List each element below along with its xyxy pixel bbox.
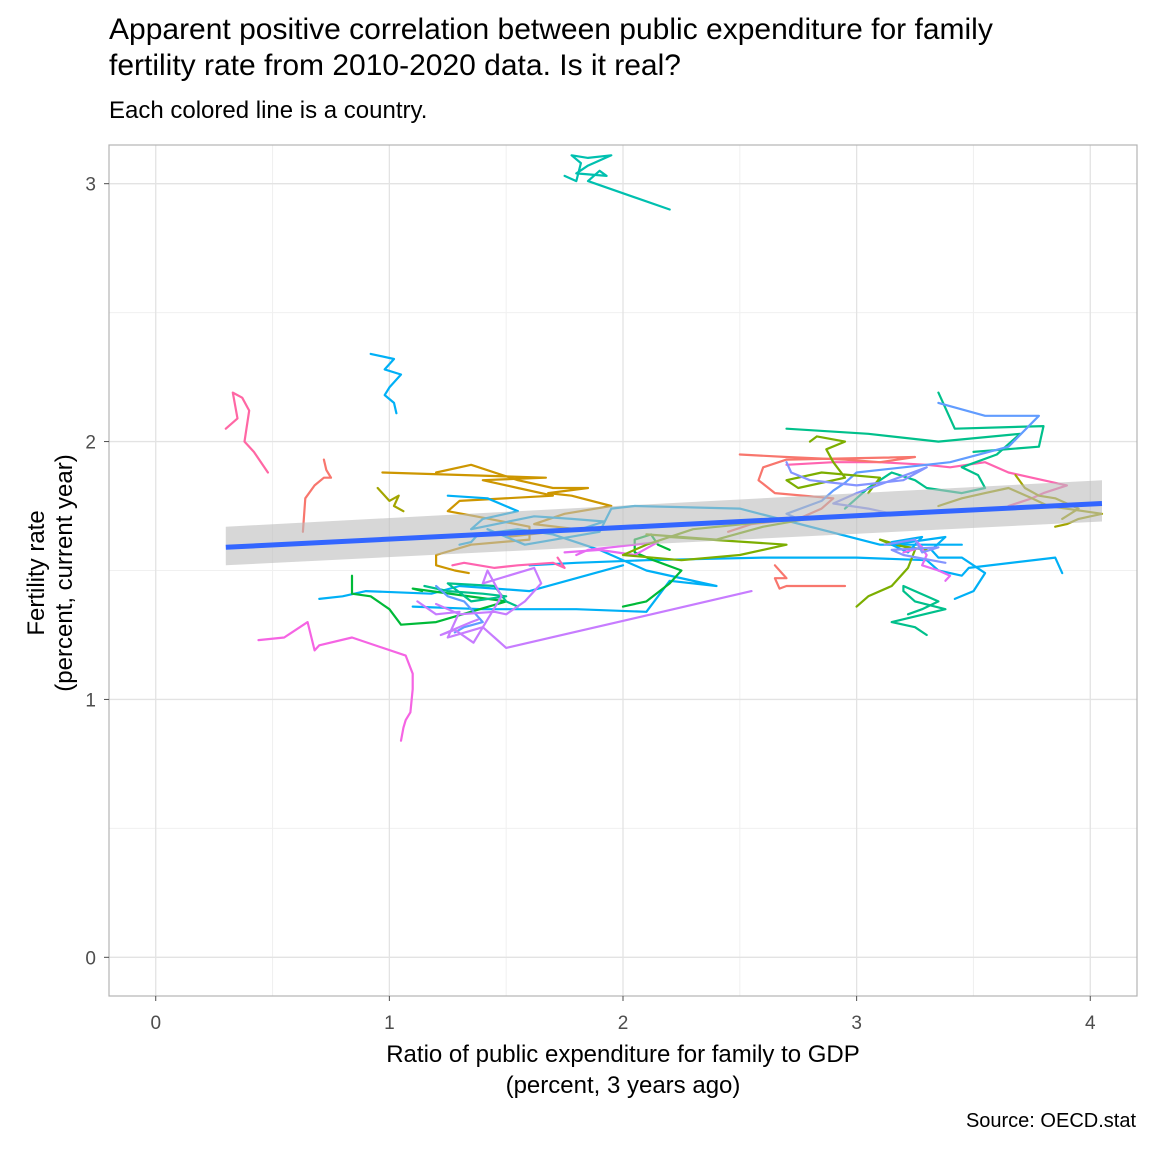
- trend-layer: [225, 480, 1103, 566]
- y-tick-label: 2: [85, 433, 96, 454]
- axis-ticks: 0 1 2 3 4 0 1 2 3: [85, 175, 1096, 1034]
- country-line: [785, 435, 882, 495]
- country-line: [773, 564, 847, 590]
- y-tick-label: 0: [85, 948, 96, 969]
- x-tick-label: 1: [384, 1013, 395, 1034]
- y-tick-label: 1: [85, 690, 96, 711]
- x-tick-label: 2: [618, 1013, 629, 1034]
- country-line: [435, 566, 543, 644]
- chart-title: Apparent positive correlation between pu…: [109, 12, 993, 84]
- country-line: [369, 352, 403, 415]
- trend-line: [225, 500, 1103, 550]
- y-tick-label: 3: [85, 175, 96, 196]
- country-line: [451, 556, 566, 570]
- source-caption: Source: OECD.stat: [965, 1110, 1136, 1132]
- x-axis-title-line-1: Ratio of public expenditure for family t…: [386, 1041, 860, 1068]
- major-gridlines: [109, 145, 1137, 996]
- country-line: [883, 538, 947, 564]
- country-line: [301, 458, 333, 533]
- country-line: [257, 620, 414, 742]
- x-axis-title-line-2: (percent, 3 years ago): [506, 1072, 741, 1099]
- country-line: [937, 391, 1045, 453]
- country-line: [435, 584, 484, 634]
- x-tick-label: 4: [1085, 1013, 1096, 1034]
- trend-confidence-band: [225, 480, 1103, 566]
- x-tick-label: 3: [851, 1013, 862, 1034]
- country-line: [416, 589, 753, 650]
- country-line: [563, 540, 660, 557]
- series-lines: [224, 154, 1104, 742]
- country-line: [318, 564, 625, 601]
- x-tick-label: 0: [150, 1013, 161, 1034]
- y-axis-title-line-1: Fertility rate: [23, 510, 50, 635]
- chart-title-line-1: Apparent positive correlation between pu…: [109, 13, 993, 46]
- chart-subtitle: Each colored line is a country.: [109, 97, 428, 124]
- y-axis-title-line-2: (percent, current year): [51, 454, 78, 691]
- country-line: [528, 556, 1064, 577]
- country-line: [902, 538, 952, 582]
- country-line: [563, 154, 671, 211]
- country-line: [224, 391, 269, 474]
- country-line: [376, 486, 405, 513]
- chart-title-line-2: fertility rate from 2010-2020 data. Is i…: [109, 49, 681, 82]
- country-line: [890, 584, 947, 637]
